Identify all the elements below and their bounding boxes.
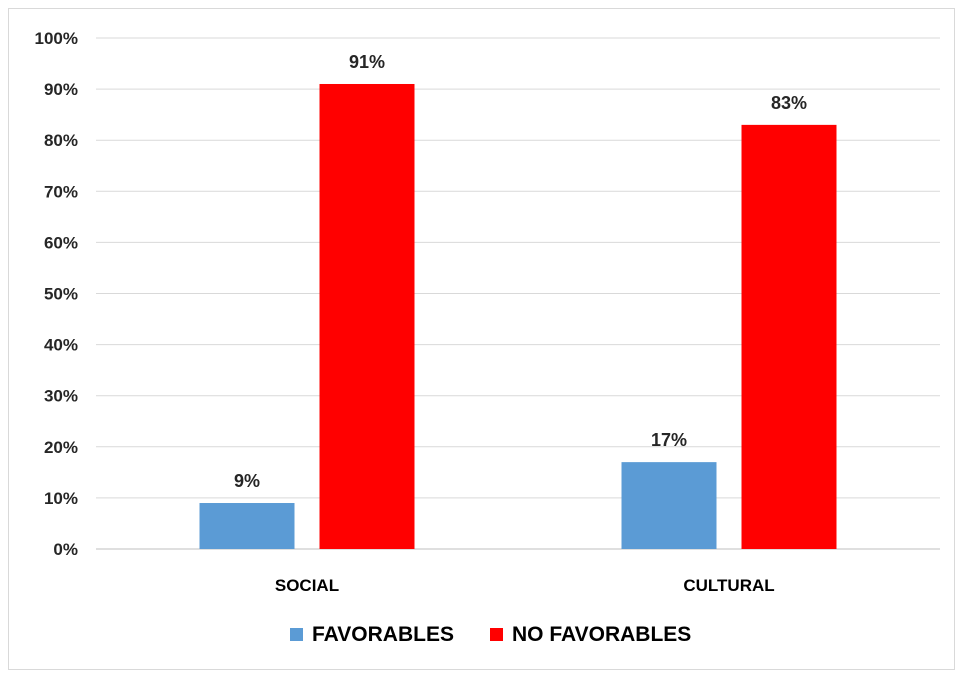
y-tick-label: 50% [44,285,78,304]
y-tick-label: 30% [44,387,78,406]
bar-no-favorables-social [319,83,415,550]
category-label-social: SOCIAL [275,576,339,595]
data-label: 17% [651,430,687,450]
y-tick-label: 10% [44,489,78,508]
y-tick-label: 100% [35,29,78,48]
bar-no-favorables-cultural [741,124,837,550]
legend-swatch-no-favorables [490,628,503,641]
data-label: 9% [234,471,260,491]
data-label: 91% [349,52,385,72]
data-labels: 9% 91% 17% 83% [234,52,807,491]
legend-swatch-favorables [290,628,303,641]
bar-favorables-social [199,503,295,549]
y-tick-label: 90% [44,80,78,99]
y-tick-label: 80% [44,131,78,150]
category-label-cultural: CULTURAL [683,576,774,595]
y-tick-label: 70% [44,182,78,201]
legend-label-no-favorables: NO FAVORABLES [512,623,691,646]
legend-label-favorables: FAVORABLES [312,623,454,646]
bar-favorables-cultural [621,462,717,549]
x-axis-categories: SOCIAL CULTURAL [275,576,775,595]
legend: FAVORABLES NO FAVORABLES [290,623,691,646]
y-tick-label: 0% [53,540,78,559]
bars [199,83,837,550]
y-tick-label: 20% [44,438,78,457]
y-tick-label: 40% [44,336,78,355]
y-tick-label: 60% [44,233,78,252]
data-label: 83% [771,93,807,113]
y-axis-ticks: 0% 10% 20% 30% 40% 50% 60% 70% 80% 90% 100% [35,29,78,559]
